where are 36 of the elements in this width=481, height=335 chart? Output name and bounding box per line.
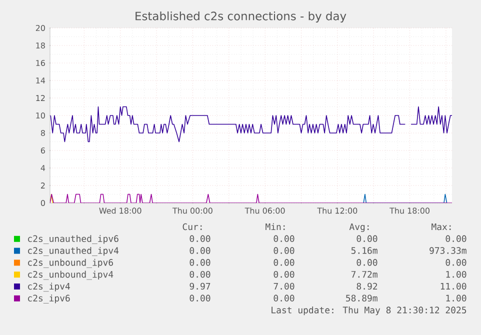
- text: 0.00: [274, 235, 294, 242]
- text: 5.16m: [351, 247, 378, 254]
- text: 0.00: [274, 247, 294, 254]
- text: Min:: [266, 223, 285, 230]
- legend-label: c2s_unauthed_ipv6: [28, 235, 118, 244]
- text: 0.00: [190, 270, 210, 278]
- text: 7.72m: [351, 270, 378, 278]
- legend-label: c2s_unbound_ipv6: [28, 258, 113, 268]
- text: 1.00: [446, 270, 466, 278]
- text: 58.89m: [346, 294, 378, 302]
- text: 0.00: [446, 259, 466, 266]
- text: 0.00: [190, 259, 210, 266]
- text: Cur:: [182, 223, 202, 230]
- text: 0.00: [274, 294, 294, 302]
- chart-title: Established c2s connections - by day: [136, 11, 346, 23]
- text: Avg:: [349, 223, 369, 232]
- legend-label: c2s_unauthed_ipv4: [28, 246, 119, 256]
- text: Last update: Thu May 8 21:30:12 2025: [272, 306, 466, 316]
- text: 973.33m: [430, 247, 466, 254]
- text: 11.00: [440, 282, 466, 290]
- text: 0.00: [190, 294, 210, 302]
- text: 9.97: [190, 282, 210, 290]
- legend-label: c2s_ipv6: [28, 294, 70, 304]
- legend-label: c2s_unbound_ipv4: [28, 270, 114, 280]
- legend-label: c2s_ipv4: [28, 282, 70, 292]
- text: 0.00: [274, 259, 294, 266]
- text: 0.00: [190, 247, 210, 254]
- text: 8.92: [356, 282, 378, 290]
- text: 0.00: [190, 235, 210, 242]
- text: 7.00: [274, 282, 294, 290]
- text: 1.00: [446, 294, 466, 302]
- text: 0.00: [356, 235, 378, 242]
- text: 0.00: [446, 235, 466, 242]
- text: 0.00: [274, 270, 294, 278]
- text: 0.00: [356, 259, 378, 266]
- text: Max:: [432, 223, 451, 230]
